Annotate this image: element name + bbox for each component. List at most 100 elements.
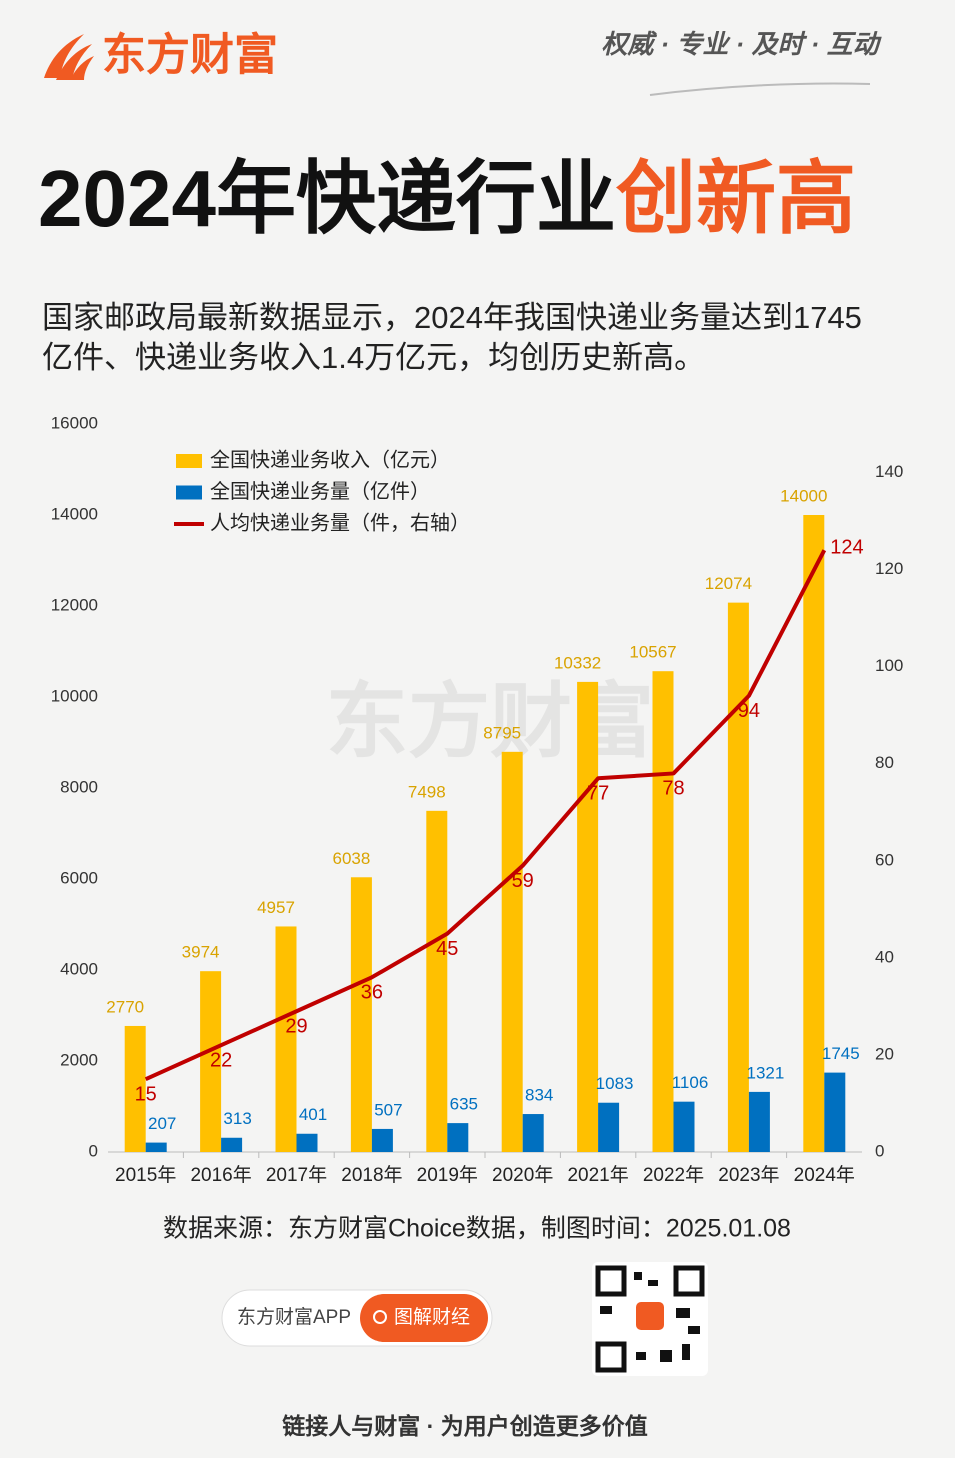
line-value-label: 15 <box>135 1083 157 1105</box>
y2-tick-label: 100 <box>875 656 903 675</box>
bar-value-label: 12074 <box>705 574 752 593</box>
bar <box>200 971 222 1152</box>
x-tick-label: 2024年 <box>794 1164 855 1186</box>
x-tick-label: 2016年 <box>190 1164 251 1186</box>
line-value-label: 45 <box>436 938 458 960</box>
x-tick-label: 2015年 <box>115 1164 176 1186</box>
x-tick-label: 2019年 <box>417 1164 478 1186</box>
watermark: 东方财富 <box>326 677 654 768</box>
y2-tick-label: 140 <box>875 462 903 481</box>
bar-value-label: 635 <box>450 1095 478 1114</box>
title-main: 2024年快递行业 <box>38 154 616 243</box>
y2-tick-label: 40 <box>875 947 894 966</box>
y2-tick-label: 60 <box>875 850 894 869</box>
bar <box>296 1133 318 1152</box>
y-tick-label: 0 <box>89 1141 98 1160</box>
bar-value-label: 313 <box>223 1109 251 1128</box>
bar-value-label: 6038 <box>332 849 370 868</box>
footer-slogan: 链接人与财富 · 为用户创造更多价值 <box>282 1413 647 1439</box>
bar <box>426 810 448 1152</box>
chart: 0 2000 4000 6000 8000 10000 12000 14000 16000 0 20… <box>51 413 904 1186</box>
decor <box>649 82 871 96</box>
line-value-label: 22 <box>210 1050 232 1072</box>
y-tick-label: 14000 <box>51 504 98 523</box>
bar <box>447 1123 469 1152</box>
bar-value-label: 4957 <box>257 898 295 917</box>
app-name: 东方财富APP <box>237 1306 351 1328</box>
bar-value-label: 207 <box>148 1114 176 1133</box>
title: 2024年快递行业创新高 <box>38 154 856 243</box>
slogan: 权威 · 专业 · 及时 · 互动 <box>601 29 882 59</box>
legend-swatch <box>176 454 202 468</box>
x-tick-label: 2021年 <box>567 1164 628 1186</box>
x-tick-label: 2023年 <box>718 1164 779 1186</box>
bar <box>598 1102 620 1152</box>
line-value-label: 94 <box>738 700 760 722</box>
bar-value-label: 1321 <box>746 1063 784 1082</box>
bar <box>501 751 523 1152</box>
line-value-label: 36 <box>361 982 383 1004</box>
line-value-label: 78 <box>662 778 684 800</box>
bar <box>673 1101 695 1152</box>
bar-value-label: 1745 <box>822 1044 860 1063</box>
intro-line: 国家邮政局最新数据显示，2024年我国快递业务量达到1745 <box>42 300 862 335</box>
bar <box>727 602 749 1152</box>
bar-value-label: 3974 <box>182 943 220 962</box>
x-tick-label: 2017年 <box>266 1164 327 1186</box>
bar-value-label: 1083 <box>596 1074 634 1093</box>
line-value-label: 77 <box>587 783 609 805</box>
bar-value-label: 8795 <box>483 723 521 742</box>
bar-value-label: 14000 <box>780 486 827 505</box>
bar <box>522 1114 544 1152</box>
bar-value-label: 2770 <box>106 997 144 1016</box>
legend-label: 全国快递业务量（亿件） <box>210 480 430 503</box>
bar <box>824 1072 846 1152</box>
qr-code <box>592 1262 708 1376</box>
app-button-text[interactable]: 图解财经 <box>394 1306 470 1328</box>
bar-value-label: 7498 <box>408 782 446 801</box>
bar <box>145 1142 167 1152</box>
logo <box>44 34 94 80</box>
line-value-label: 124 <box>830 536 863 558</box>
y2-tick-label: 120 <box>875 559 903 578</box>
bar <box>124 1025 146 1152</box>
line-value-label: 29 <box>285 1016 307 1038</box>
title-highlight: 创新高 <box>616 154 856 243</box>
x-tick-label: 2020年 <box>492 1164 553 1186</box>
bar <box>350 877 372 1152</box>
source: 数据来源：东方财富Choice数据，制图时间：2025.01.08 <box>163 1215 791 1243</box>
logo-text: 东方财富 <box>102 31 278 80</box>
y-tick-label: 2000 <box>60 1050 98 1069</box>
legend-label: 全国快递业务收入（亿元） <box>210 448 450 471</box>
bar <box>803 515 825 1152</box>
y-tick-label: 10000 <box>51 686 98 705</box>
legend-label: 人均快递业务量（件，右轴） <box>210 511 470 534</box>
bar-value-label: 10567 <box>629 643 676 662</box>
bar-value-label: 1106 <box>672 1073 709 1092</box>
y2-tick-label: 20 <box>875 1044 894 1063</box>
app-button[interactable] <box>360 1294 488 1342</box>
y-tick-label: 8000 <box>60 777 98 796</box>
intro-line: 亿件、快递业务收入1.4万亿元，均创历史新高。 <box>42 340 705 375</box>
bar <box>371 1128 393 1152</box>
y-tick-label: 4000 <box>60 959 98 978</box>
bar-value-label: 507 <box>374 1100 402 1119</box>
bar <box>748 1091 770 1152</box>
y2-tick-label: 0 <box>875 1141 884 1160</box>
bar-value-label: 834 <box>525 1086 553 1105</box>
search-icon <box>373 1310 387 1324</box>
bar <box>275 926 297 1152</box>
y2-tick-label: 80 <box>875 753 894 772</box>
x-tick-label: 2018年 <box>341 1164 402 1186</box>
y-tick-label: 6000 <box>60 868 98 887</box>
y-tick-label: 12000 <box>51 595 98 614</box>
bar-value-label: 10332 <box>554 653 601 672</box>
y-tick-label: 16000 <box>51 413 98 432</box>
bar <box>652 671 674 1152</box>
bar <box>221 1137 243 1152</box>
line <box>144 549 827 1082</box>
legend-swatch <box>176 485 202 500</box>
x-tick-label: 2022年 <box>643 1164 704 1186</box>
bar-value-label: 401 <box>299 1105 327 1124</box>
